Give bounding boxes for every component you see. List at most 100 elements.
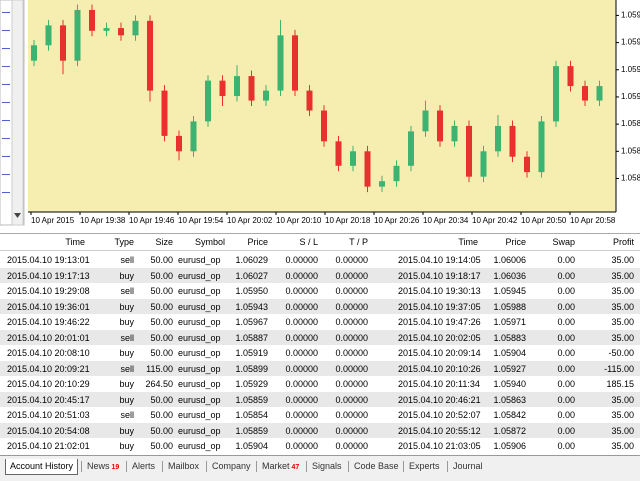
tab[interactable]: Journal [449,459,487,474]
time-label: 10 Apr 20:42 [472,216,518,225]
table-cell: 2015.04.10 19:37:05 [398,301,481,312]
tab[interactable]: Account History [5,459,79,475]
table-cell: eurusd_op [178,332,221,343]
tab[interactable]: Code Base [350,459,403,474]
tab-separator [162,461,163,472]
table-cell: eurusd_op [178,317,221,327]
table-cell: 35.00 [611,270,634,281]
tab[interactable]: Alerts [128,459,159,474]
table-row: 2015.04.10 20:10:29 buy 264.50 eurusd_op 1.0… [0,376,640,392]
table-cell: 185.15 [606,379,634,389]
table-cell: eurusd_op [178,363,221,374]
tab[interactable]: Market 47 [258,459,303,474]
price-label: 1.059 [621,11,640,20]
table-cell: 0.00 [557,363,575,374]
candle-body [147,20,153,91]
tab[interactable]: News 19 [83,459,123,474]
table-cell: 1.05929 [235,379,268,389]
table-header: Time Type Size Symbol Price S / L T / P Time Pri… [0,234,640,251]
candle-body [118,28,124,36]
tab[interactable]: Experts [405,459,444,474]
table-row: 2015.04.10 19:29:08 sell 50.00 eurusd_op 1.0… [0,283,640,299]
tab-label: Account History [10,461,74,471]
table-cell: 2015.04.10 20:02:05 [398,332,481,343]
tab-label: Signals [312,461,342,471]
tab-label: Company [212,461,251,471]
table-cell: 1.06029 [235,255,268,265]
candle-body [437,110,443,142]
table-cell: 115.00 [146,363,173,374]
price-label: 1.058 [621,146,640,155]
table-cell: buy [119,317,134,327]
table-cell: eurusd_op [178,394,221,405]
table-cell: eurusd_op [178,410,221,420]
table-cell: 0.00000 [285,363,318,374]
candle-body [89,9,95,31]
candle-body [60,25,66,61]
candle-body [495,125,501,152]
table-cell: 1.05904 [235,441,268,451]
tab-label: Journal [453,461,483,471]
table-cell: 2015.04.10 20:54:08 [7,425,90,436]
tab-separator [447,461,448,472]
candle-body [350,151,356,166]
table-cell: 2015.04.10 20:52:07 [398,410,481,420]
tab[interactable]: Signals [308,459,346,474]
candle-body [263,90,269,101]
table-cell: eurusd_op [178,286,221,296]
table-cell: 2015.04.10 20:09:21 [7,363,90,374]
tab-badge: 47 [291,464,300,471]
scrollbar[interactable] [11,0,24,226]
table-cell: 0.00 [557,410,575,420]
table-cell: buy [119,379,134,389]
table-cell: 35.00 [611,441,634,451]
tab[interactable]: Company [208,459,255,474]
table-cell: 2015.04.10 19:29:08 [7,286,90,296]
table-cell: eurusd_op [178,379,221,389]
tab-separator [256,461,257,472]
time-label: 10 Apr 20:02 [227,216,273,225]
table-cell: 50.00 [150,410,173,420]
table-cell: 0.00000 [335,317,368,327]
table-row: 2015.04.10 20:09:21 sell 115.00 eurusd_op 1.… [0,360,640,377]
time-label: 10 Apr 20:50 [521,216,567,225]
table-cell: 0.00 [557,425,575,436]
column-header: S / L [299,237,318,247]
table-cell: sell [120,255,134,265]
candle-body [31,45,37,61]
price-label: 1.059 [621,92,640,101]
table-cell: 50.00 [150,332,173,343]
tab-separator [403,461,404,472]
tab-separator [306,461,307,472]
table-cell: 2015.04.10 19:30:13 [398,286,481,296]
table-cell: 35.00 [611,286,634,296]
table-cell: 0.00000 [335,270,368,281]
table-cell: 2015.04.10 20:11:34 [398,379,480,389]
plot-area [28,0,616,212]
table-cell: buy [119,441,134,451]
table-cell: 1.05945 [493,286,526,296]
table-cell: buy [119,270,134,281]
table-cell: 1.05967 [235,317,268,327]
candle-body [451,125,458,142]
table-cell: 2015.04.10 19:47:26 [398,317,481,327]
table-row: 2015.04.10 21:02:01 buy 50.00 eurusd_op 1.05… [0,438,640,454]
candle-body [45,25,52,46]
tab-label: Code Base [354,461,399,471]
table-cell: 0.00 [557,255,575,265]
column-header: Price [505,237,526,247]
table-row: 2015.04.10 19:36:01 buy 50.00 eurusd_op 1.05… [0,298,640,315]
table-cell: 50.00 [150,301,173,312]
time-label: 10 Apr 20:58 [570,216,616,225]
scroll-down-arrow[interactable] [14,213,21,218]
table-cell: 0.00000 [285,348,318,358]
table-cell: 0.00 [557,441,575,451]
tab[interactable]: Mailbox [164,459,203,474]
candle-body [74,9,81,61]
candle-body [176,135,182,152]
table-cell: 0.00000 [335,410,368,420]
table-cell: 35.00 [611,301,634,312]
table-cell: 50.00 [150,286,173,296]
table-cell: 1.05904 [493,348,526,358]
